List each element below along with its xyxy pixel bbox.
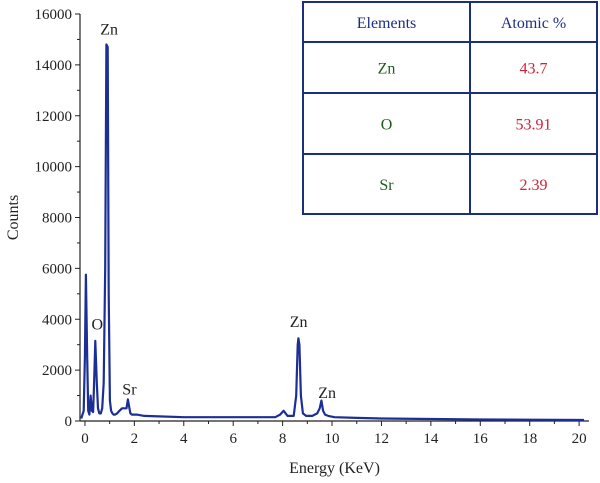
x-tick-label: 8 bbox=[279, 431, 287, 447]
peak-label: Zn bbox=[290, 314, 308, 331]
table-cell-atomic-percent: 43.7 bbox=[520, 61, 548, 78]
table-grid-lines bbox=[303, 2, 597, 214]
x-tick-label: 18 bbox=[522, 431, 537, 447]
x-tick-label: 16 bbox=[473, 431, 489, 447]
table-cell-element: O bbox=[381, 117, 393, 134]
table-frame bbox=[302, 1, 598, 215]
peak-label: O bbox=[92, 316, 104, 333]
x-axis-title: Energy (KeV) bbox=[289, 460, 380, 477]
y-tick-label: 0 bbox=[65, 414, 73, 430]
spectrum-line bbox=[80, 43, 585, 422]
peak-labels: Zn O Sr Zn Zn bbox=[92, 21, 336, 402]
x-tick-label: 20 bbox=[572, 431, 587, 447]
y-tick-label: 6000 bbox=[42, 261, 72, 277]
y-tick-label: 4000 bbox=[42, 312, 72, 328]
y-tick-label: 10000 bbox=[35, 160, 73, 176]
table-cell-element: Zn bbox=[378, 61, 396, 78]
tick-labels: 0 2 4 6 8 10 12 14 16 18 20 0 2000 4000 6000 8000 10000 1… bbox=[35, 7, 587, 447]
table-header-atomic: Atomic % bbox=[501, 15, 566, 32]
x-tick-label: 4 bbox=[180, 431, 188, 447]
peak-label: Zn bbox=[318, 385, 336, 402]
y-tick-label: 2000 bbox=[42, 363, 72, 379]
table-cells: Elements Atomic % Zn 43.7 O 53.91 Sr 2.39 bbox=[357, 15, 566, 194]
y-tick-label: 8000 bbox=[42, 211, 72, 227]
peak-label: Zn bbox=[100, 21, 118, 38]
table-header-elements: Elements bbox=[357, 15, 417, 32]
composition-table: Elements Atomic % Zn 43.7 O 53.91 Sr 2.39 bbox=[302, 1, 598, 215]
peak-label: Sr bbox=[122, 381, 137, 398]
y-tick-label: 12000 bbox=[35, 109, 73, 125]
x-tick-label: 0 bbox=[81, 431, 89, 447]
table-cell-atomic-percent: 2.39 bbox=[520, 177, 548, 194]
table-cell-element: Sr bbox=[379, 177, 394, 194]
x-tick-label: 14 bbox=[423, 431, 439, 447]
x-tick-label: 2 bbox=[131, 431, 139, 447]
y-tick-label: 14000 bbox=[35, 58, 73, 74]
x-tick-label: 10 bbox=[325, 431, 340, 447]
y-axis-title: Counts bbox=[5, 195, 22, 240]
x-tick-label: 12 bbox=[374, 431, 389, 447]
table-cell-atomic-percent: 53.91 bbox=[516, 117, 552, 134]
ticks bbox=[75, 13, 580, 426]
y-tick-label: 16000 bbox=[35, 7, 73, 23]
x-tick-label: 6 bbox=[229, 431, 237, 447]
